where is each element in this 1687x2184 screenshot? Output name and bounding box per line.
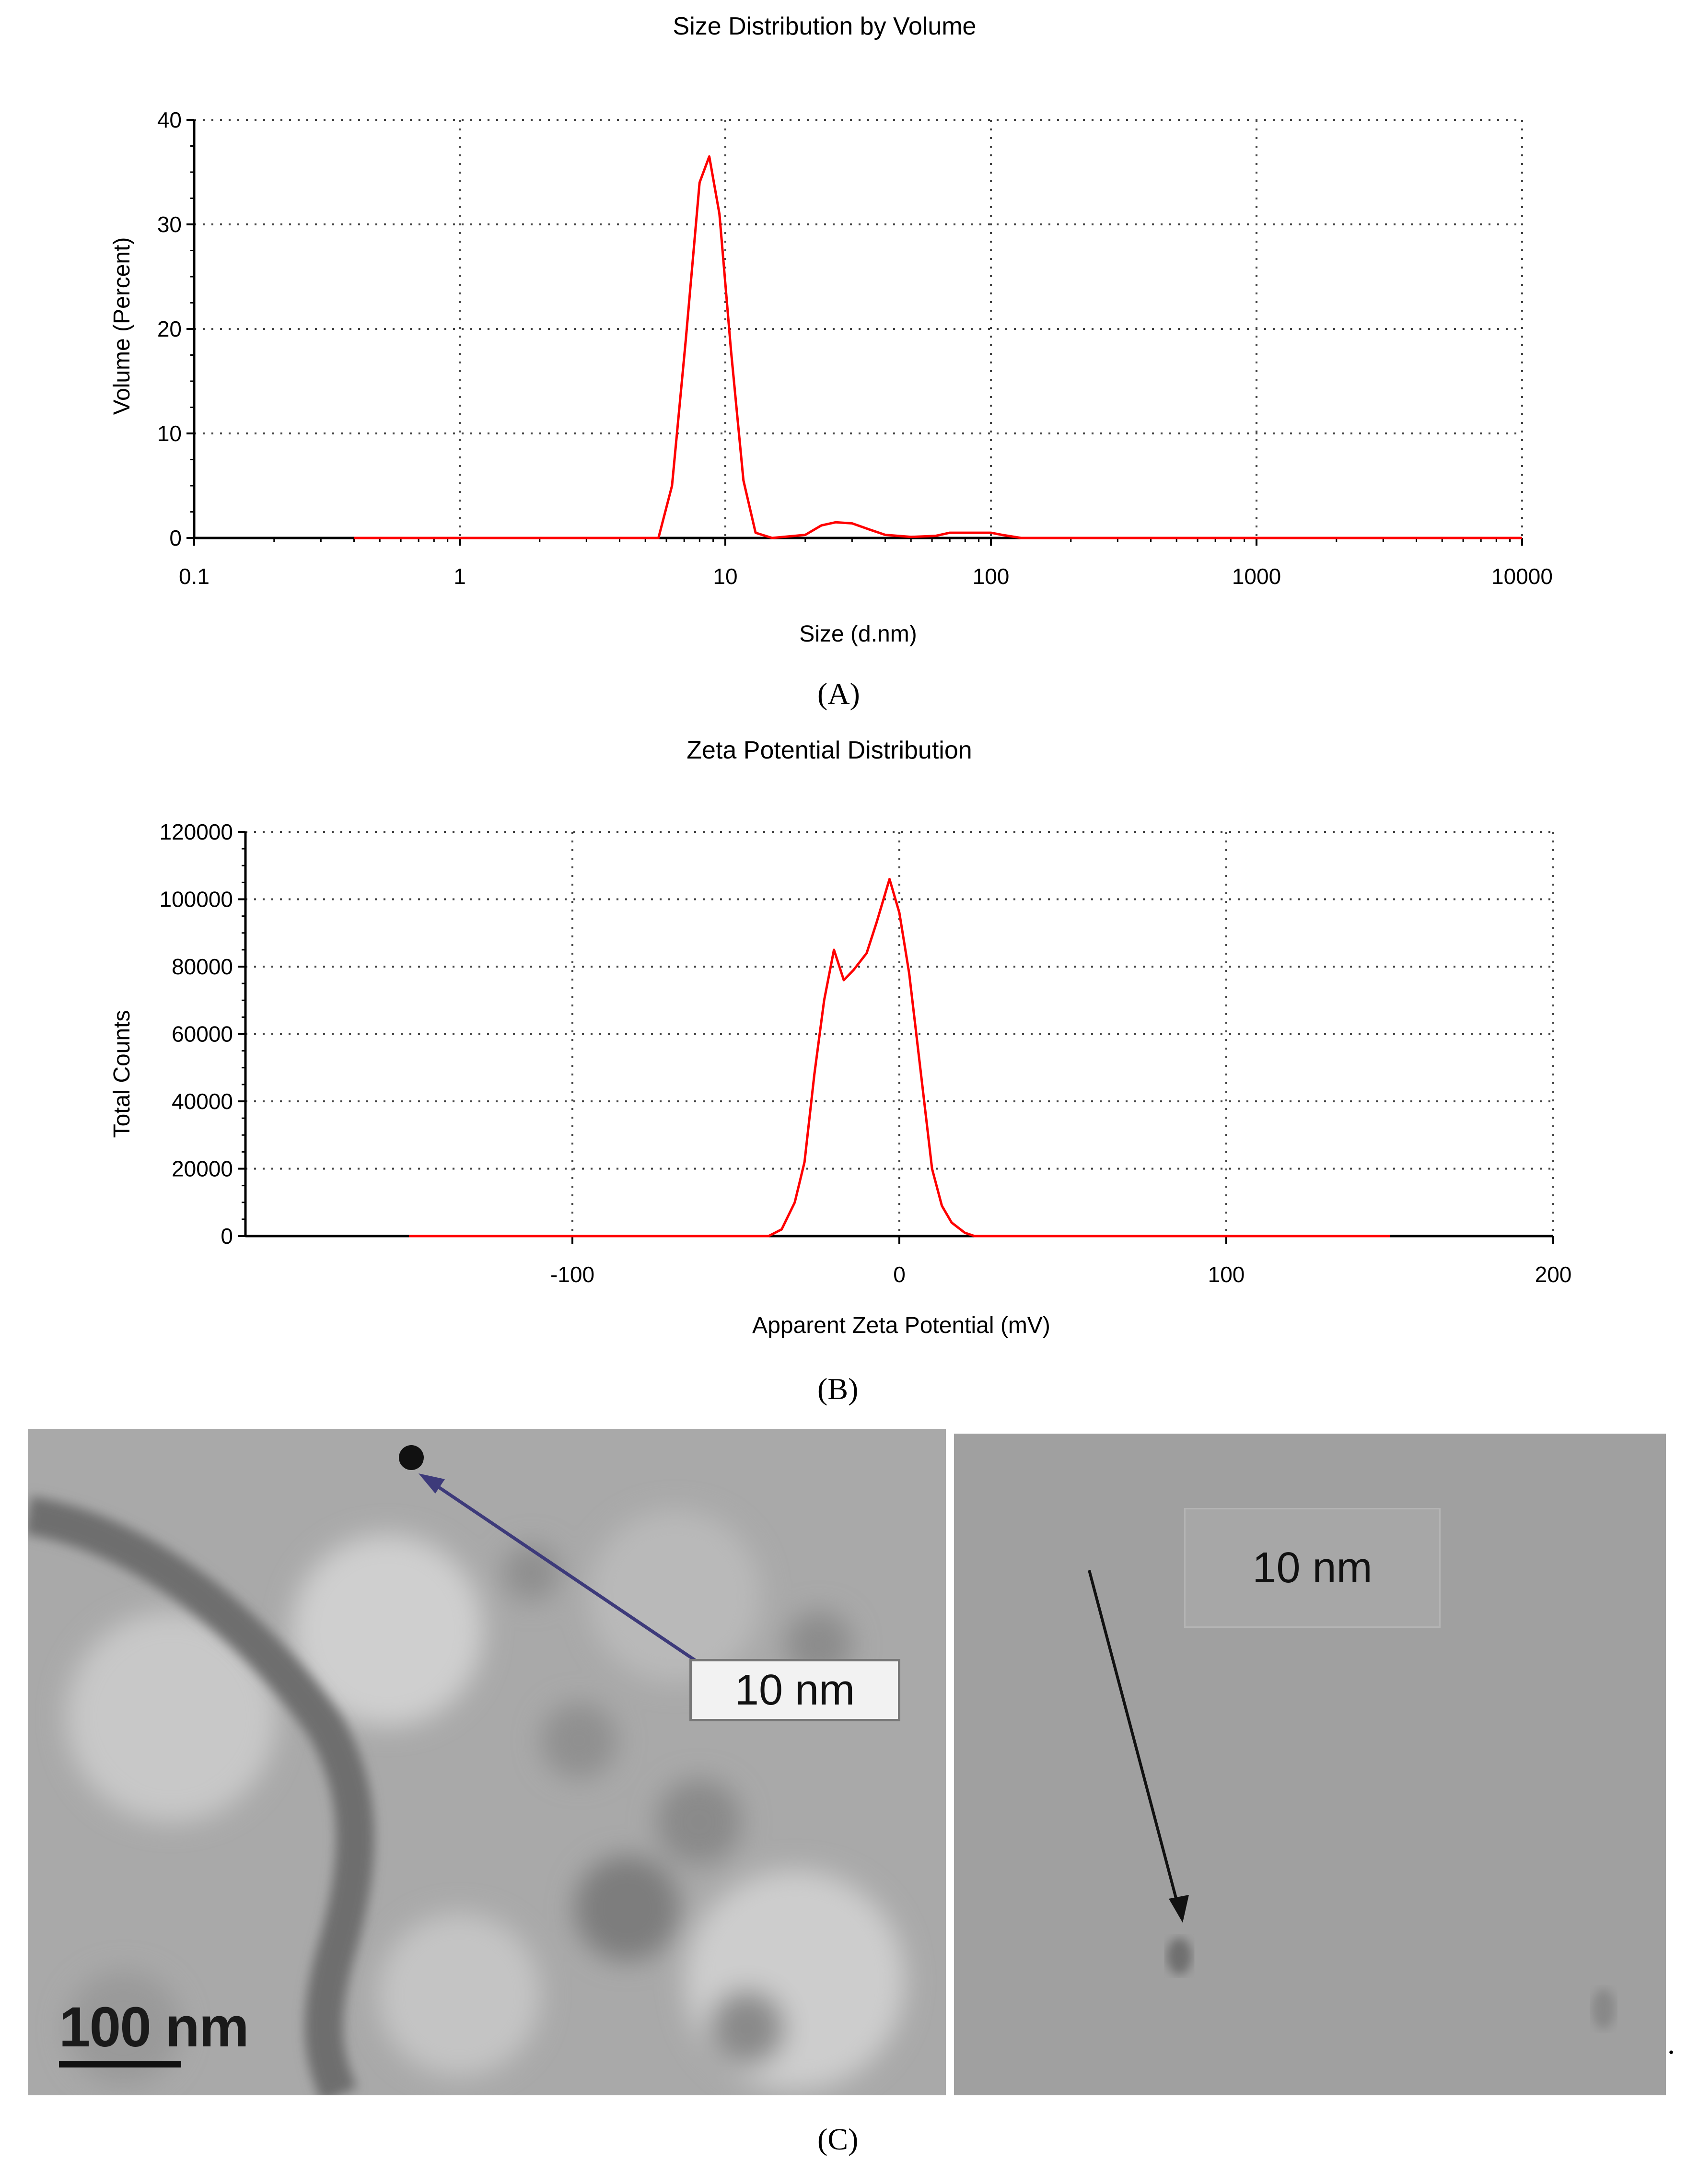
b-y-tick-label: 20000 [172,1156,233,1181]
arrow-line-left [422,1475,712,1672]
b-y-tick-label: 120000 [160,819,233,844]
a-x-tick-label: 10000 [1491,564,1553,589]
chart-b-y-ticks: 0 20000 40000 60000 80000 100000 120000 [160,819,233,1249]
b-y-tick-label: 0 [221,1224,233,1249]
a-y-tick-label: 20 [157,316,182,341]
chart-b-y-axis-label: Total Counts [109,1010,135,1138]
arrowhead-right [1169,1895,1189,1923]
b-y-tick-label: 80000 [172,954,233,979]
chart-size-distribution: Size Distribution by Volume 0.1 1 10 100 100… [109,12,1553,647]
faint-blob [1592,1989,1615,2029]
a-y-tick-label: 30 [157,212,182,237]
b-y-tick-label: 60000 [172,1022,233,1047]
chart-b-x-ticks: -100 0 100 200 [550,1262,1571,1287]
b-x-tick-label: 100 [1208,1262,1245,1287]
chart-b-title: Zeta Potential Distribution [686,736,972,764]
a-x-tick-label: 0.1 [179,564,209,589]
chart-a-axes [186,119,1523,546]
caption-b: (B) [817,1372,859,1406]
chart-a-title: Size Distribution by Volume [673,12,977,40]
chart-a-y-ticks: 0 10 20 30 40 [157,107,182,550]
trailing-period: . [1667,2026,1675,2060]
a-y-tick-label: 40 [157,107,182,132]
caption-a: (A) [817,677,860,711]
nanoparticle-blob [1167,1938,1192,1974]
scale-bar [59,2061,181,2067]
tem-micrograph-left: 10 nm 100 nm [28,1429,946,2095]
tem-micrograph-right: 10 nm [954,1434,1666,2095]
chart-b-x-axis-label: Apparent Zeta Potential (mV) [752,1313,1050,1338]
a-x-tick-label: 1000 [1232,564,1281,589]
a-y-tick-label: 10 [157,421,182,446]
caption-c: (C) [817,2122,859,2156]
chart-a-x-ticks: 0.1 1 10 100 1000 10000 [179,564,1553,589]
scale-bar-label: 100 nm [59,1996,249,2059]
a-x-tick-label: 100 [973,564,1010,589]
chart-a-series [354,155,1522,539]
a-x-tick-label: 10 [713,564,737,589]
b-y-tick-label: 100000 [160,887,233,912]
chart-a-x-axis-label: Size (d.nm) [799,621,917,647]
b-x-tick-label: 200 [1535,1262,1572,1287]
b-y-tick-label: 40000 [172,1089,233,1114]
size-label-right: 10 nm [1184,1508,1441,1628]
tem-texture-left [28,1445,905,2095]
chart-b-series [409,877,1390,1238]
chart-a-gridlines [194,119,1523,538]
b-x-tick-label: -100 [550,1262,594,1287]
arrow-line-right [1088,1570,1181,1911]
size-label-left: 10 nm [689,1659,900,1721]
chart-zeta-potential: Zeta Potential Distribution -100 0 100 200 … [109,736,1571,1338]
chart-b-gridlines [245,831,1554,1236]
a-y-tick-label: 0 [169,526,182,550]
nanoparticle-dot [399,1445,424,1470]
b-x-tick-label: 0 [893,1262,906,1287]
b-series-line [409,877,1390,1238]
chart-b-axes [238,831,1554,1244]
a-series-line [354,155,1522,539]
chart-a-y-axis-label: Volume (Percent) [109,237,135,415]
arrowhead-left [419,1473,445,1494]
a-x-tick-label: 1 [454,564,466,589]
tem-texture-right [1088,1570,1615,2029]
